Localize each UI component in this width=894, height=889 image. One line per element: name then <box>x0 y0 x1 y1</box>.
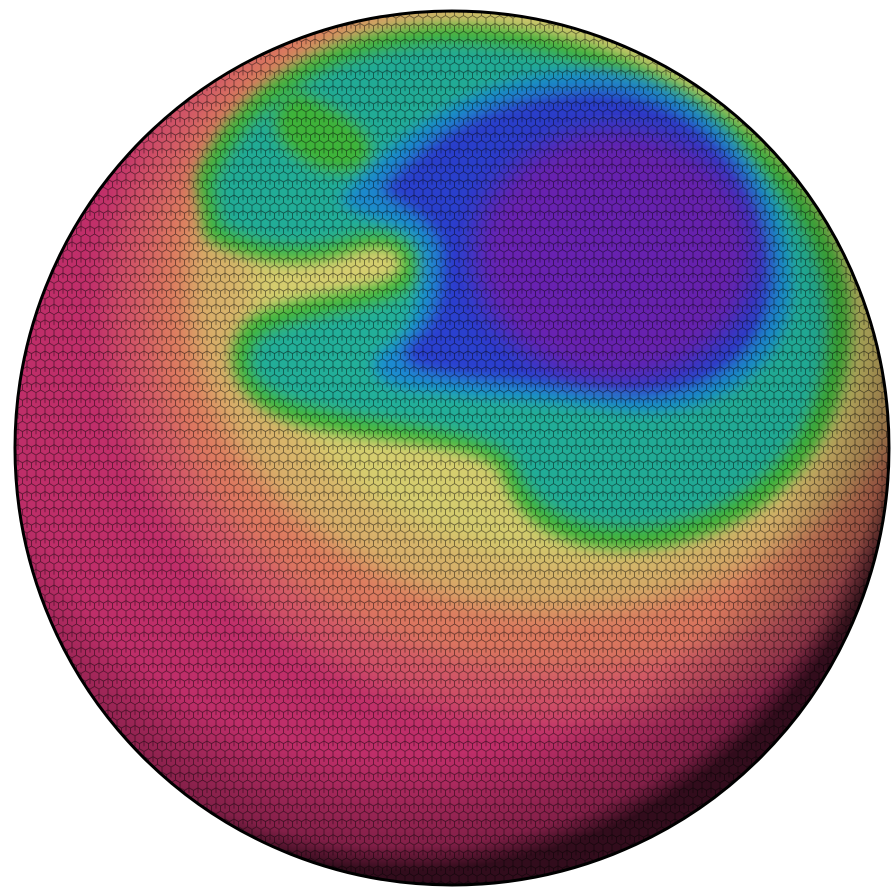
sphere-visualization <box>0 0 894 889</box>
page <box>0 0 894 889</box>
globe-surface <box>0 0 894 889</box>
